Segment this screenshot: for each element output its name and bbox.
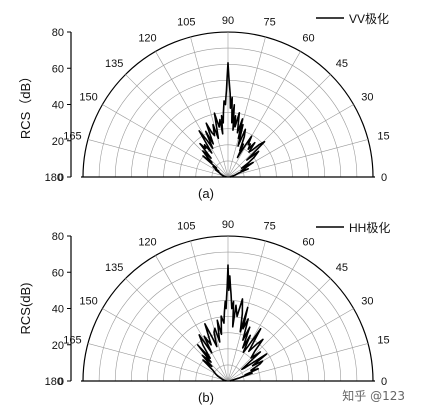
radial-tick-label: 0 [58,172,64,184]
angle-tick-label: 0 [381,376,387,388]
radial-tick-label: 80 [52,27,64,39]
angle-tick-label: 105 [177,220,195,232]
polar-grid-spoke [227,278,331,382]
panel-label: (b) [198,390,214,405]
angle-tick-label: 0 [381,172,387,184]
angle-tick-label: 135 [105,262,123,274]
radial-tick-label: 60 [52,267,64,279]
polar-grid-spoke [227,308,354,382]
radial-tick-label: 0 [58,376,64,388]
polar-grid-spoke [125,74,229,178]
polar-grid-spoke [87,139,229,178]
polar-grid-spoke [190,240,229,382]
panel-label: (a) [198,186,214,201]
polar-grid-spoke [155,51,229,178]
angle-tick-label: 90 [222,219,234,231]
polar-panel-a: 0 20 40 60 80 RCS（dB） 0 15 30 45 60 75 90 105 120 135 15… [18,12,390,201]
angle-tick-label: 150 [79,296,97,308]
radial-axis-title: RCS（dB） [18,70,33,139]
angle-tick-label: 90 [222,15,234,27]
angle-tick-label: 165 [63,130,81,142]
radial-tick-label: 40 [52,100,64,112]
angle-tick-label: 150 [79,92,97,104]
angle-tick-label: 165 [63,334,81,346]
angle-tick-label: 180 [45,376,63,388]
angle-tick-label: 105 [177,16,195,28]
angle-tick-label: 30 [361,296,373,308]
polar-grid-spoke [155,255,229,382]
series-line-1 [196,264,268,382]
watermark-text: 知乎 @123 [342,389,405,403]
polar-grid-spoke [227,255,301,382]
angle-tick-label: 60 [302,33,314,45]
angle-tick-label: 60 [302,237,314,249]
polar-panel-b: 0 20 40 60 80 RCS(dB) 0 15 30 45 60 75 90 105 120 135 15… [18,219,390,405]
radial-tick-label: 40 [52,304,64,316]
polar-grid-spoke [227,51,301,178]
legend-label: HH极化 [349,221,390,235]
angle-tick-label: 135 [105,58,123,70]
angle-tick-label: 45 [336,262,348,274]
polar-grid-spoke [102,104,229,178]
angle-tick-label: 15 [377,334,389,346]
angle-tick-label: 120 [138,237,156,249]
radial-tick-label: 20 [52,136,64,148]
polar-grid-spoke [227,36,266,178]
angle-tick-label: 15 [377,130,389,142]
angle-tick-label: 45 [336,58,348,70]
angle-tick-label: 180 [45,172,63,184]
angle-tick-label: 75 [264,220,276,232]
series-line-1 [198,62,266,178]
polar-grid-spoke [87,343,229,382]
polar-grid-spoke [125,278,229,382]
radial-tick-label: 80 [52,231,64,243]
angle-tick-label: 75 [264,16,276,28]
radial-tick-label: 60 [52,63,64,75]
polar-grid-spoke [227,74,331,178]
polar-grid-spoke [227,343,369,382]
radial-axis-title: RCS(dB) [18,282,33,334]
legend-label: VV极化 [349,12,389,26]
polar-grid-spoke [190,36,229,178]
angle-tick-label: 120 [138,33,156,45]
radial-tick-label: 20 [52,340,64,352]
polar-grid-spoke [227,139,369,178]
polar-grid-spoke [102,308,229,382]
angle-tick-label: 30 [361,92,373,104]
